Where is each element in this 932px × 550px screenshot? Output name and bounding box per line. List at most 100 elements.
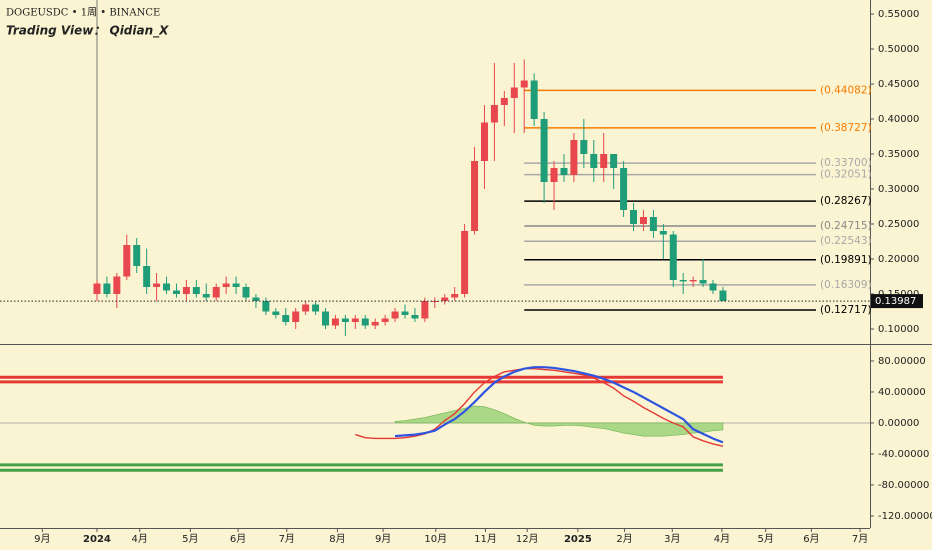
candle-body: [133, 245, 141, 266]
level-label: (0.38727): [820, 122, 872, 134]
oscillator-line: [355, 368, 724, 447]
x-tick-label: 7月: [279, 533, 295, 545]
candle-body: [153, 283, 161, 287]
level-label: (0.12717): [820, 304, 872, 316]
oscillator-line: [394, 366, 724, 444]
y-tick-label: 0.25000: [878, 219, 919, 230]
x-tick-label: 9月: [375, 533, 391, 545]
x-tick-label: 6月: [803, 533, 819, 545]
author: Trading View： Qidian_X: [6, 24, 169, 39]
y-tick-label: 0.10000: [878, 324, 919, 335]
candle-body: [679, 280, 687, 282]
candle-body: [272, 311, 280, 315]
candle-body: [381, 318, 389, 322]
level-label: (0.44082): [820, 84, 872, 96]
candle-body: [212, 287, 220, 298]
y-tick-label: 0.35000: [878, 149, 919, 160]
x-tick-label: 11月: [474, 533, 497, 545]
candle-body: [610, 154, 618, 168]
y-tick-label: 0.00000: [878, 418, 919, 429]
level-label: (0.22543): [820, 235, 872, 247]
candle-body: [282, 315, 290, 322]
candle-body: [232, 283, 240, 287]
candle-body: [252, 297, 260, 301]
candle-body: [451, 294, 459, 298]
candle-body: [520, 80, 528, 88]
x-tick-label: 2024: [83, 534, 111, 545]
candle-body: [630, 210, 638, 224]
x-tick-label: 12月: [516, 533, 539, 545]
y-tick-label: 0.50000: [878, 44, 919, 55]
candle-body: [172, 290, 180, 294]
y-tick-label: 0.30000: [878, 184, 919, 195]
candle-body: [471, 161, 479, 231]
x-tick-label: 10月: [424, 533, 447, 545]
candle-body: [699, 280, 707, 284]
level-label: (0.16309): [820, 279, 872, 291]
candle-body: [371, 322, 379, 326]
symbol-title: DOGEUSDC • 1周 • BINANCE: [6, 7, 160, 19]
y-tick-label: 0.40000: [878, 114, 919, 125]
candle-body: [123, 245, 131, 277]
x-tick-label: 2月: [616, 533, 632, 545]
candle-body: [649, 217, 657, 231]
candle-body: [312, 304, 320, 312]
candle-body: [292, 311, 300, 322]
y-tick-label: -80.00000: [878, 480, 929, 491]
candle-body: [580, 140, 588, 154]
x-tick-label: 8月: [329, 533, 345, 545]
y-tick-label: -40.00000: [878, 449, 929, 460]
candle-body: [500, 98, 508, 105]
histogram-area: [394, 405, 724, 437]
candle-body: [103, 283, 111, 294]
candle-body: [560, 168, 568, 175]
candle-body: [600, 154, 608, 168]
level-label: (0.28267): [820, 195, 872, 207]
candle-body: [689, 280, 697, 282]
candle-body: [570, 140, 578, 175]
candle-body: [262, 301, 270, 312]
x-tick-label: 4月: [714, 533, 730, 545]
candle-body: [401, 311, 409, 315]
x-tick-label: 4月: [132, 533, 148, 545]
candle-body: [341, 318, 349, 322]
y-tick-label: 0.45000: [878, 79, 919, 90]
x-tick-label: 6月: [230, 533, 246, 545]
level-label: (0.33700): [820, 157, 872, 169]
level-label: (0.19891): [820, 254, 872, 266]
candle-body: [530, 80, 538, 119]
candle-body: [351, 318, 359, 322]
candle-body: [669, 234, 677, 280]
candle-body: [113, 276, 121, 294]
candle-body: [391, 311, 399, 319]
candle-body: [441, 297, 449, 301]
x-tick-label: 5月: [182, 533, 198, 545]
candle-body: [709, 283, 717, 291]
level-label: (0.32051): [820, 169, 872, 181]
last-price-label: 0.13987: [875, 296, 916, 307]
candle-body: [540, 119, 548, 182]
candle-body: [202, 294, 210, 298]
x-tick-label: 7月: [852, 533, 868, 545]
candle-body: [322, 311, 330, 326]
candle-body: [639, 217, 647, 224]
candle-body: [719, 290, 727, 301]
candle-body: [490, 105, 498, 123]
candle-body: [93, 283, 101, 294]
candle-body: [510, 87, 518, 98]
x-tick-label: 3月: [664, 533, 680, 545]
candle-body: [182, 287, 190, 294]
candle-body: [411, 315, 419, 319]
candle-body: [163, 283, 171, 291]
y-tick-label: 0.20000: [878, 254, 919, 265]
x-tick-label: 9月: [34, 533, 50, 545]
candle-body: [480, 122, 488, 161]
candle-body: [461, 231, 469, 294]
candle-body: [659, 231, 667, 235]
candle-body: [620, 168, 628, 210]
candle-body: [361, 318, 369, 326]
x-tick-label: 2025: [564, 534, 592, 545]
y-tick-label: 0.55000: [878, 9, 919, 20]
x-tick-label: 5月: [757, 533, 773, 545]
